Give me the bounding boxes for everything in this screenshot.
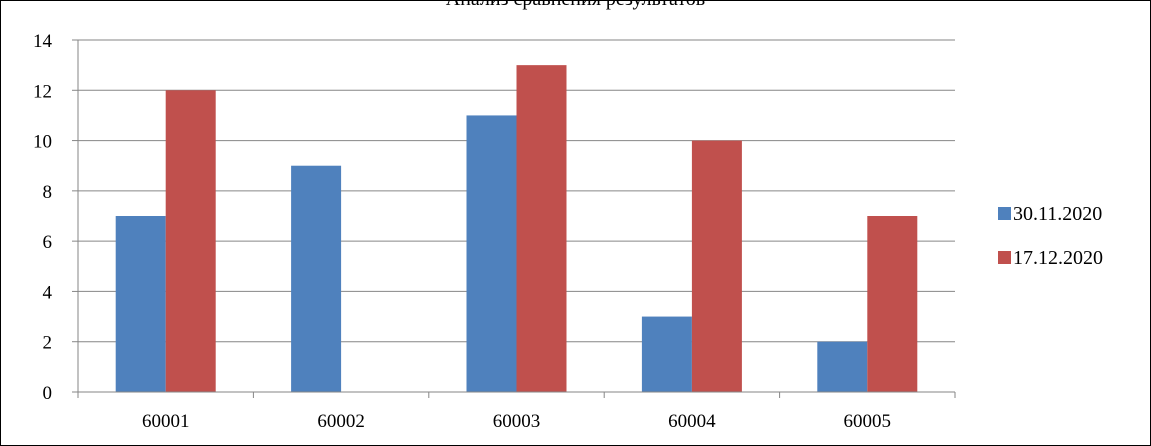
y-tick-label: 0 <box>43 383 53 404</box>
y-tick-label: 10 <box>33 132 52 153</box>
bar-series1-60002 <box>291 165 342 392</box>
y-tick-label: 6 <box>43 232 53 253</box>
bar-series2-60001 <box>165 90 216 393</box>
x-tick-label: 60002 <box>317 411 365 432</box>
x-tick-label: 60001 <box>142 411 190 432</box>
legend-item: 17.12.2020 <box>998 247 1103 269</box>
x-tick-label: 60004 <box>668 411 716 432</box>
legend-label: 17.12.2020 <box>1013 247 1103 269</box>
legend-swatch <box>998 251 1011 264</box>
bar-series1-60001 <box>115 216 166 392</box>
legend-item: 30.11.2020 <box>998 203 1102 225</box>
bar-series2-60003 <box>516 65 567 393</box>
bar-series1-60004 <box>641 316 692 392</box>
legend: 30.11.2020 17.12.2020 <box>998 203 1103 269</box>
chart-title: Анализ сравнения результатов <box>0 0 1151 11</box>
bar-series1-60003 <box>466 115 517 392</box>
x-tick-label: 60005 <box>844 411 892 432</box>
x-axis-ticks: 60001 60002 60003 60004 60005 <box>142 411 891 432</box>
bar-series1-60005 <box>817 341 868 392</box>
legend-swatch <box>998 207 1011 220</box>
axes <box>72 39 956 398</box>
y-tick-label: 2 <box>43 333 53 354</box>
x-tick-label: 60003 <box>493 411 541 432</box>
legend-label: 30.11.2020 <box>1013 203 1102 225</box>
y-tick-label: 8 <box>43 182 53 203</box>
y-tick-label: 14 <box>33 31 53 52</box>
bar-series2-60004 <box>691 140 742 392</box>
y-axis-ticks: 0 2 4 6 8 10 12 14 <box>33 31 53 404</box>
bars <box>115 65 918 393</box>
y-tick-label: 4 <box>43 282 53 303</box>
y-tick-label: 12 <box>33 81 52 102</box>
bar-series2-60005 <box>867 216 918 392</box>
